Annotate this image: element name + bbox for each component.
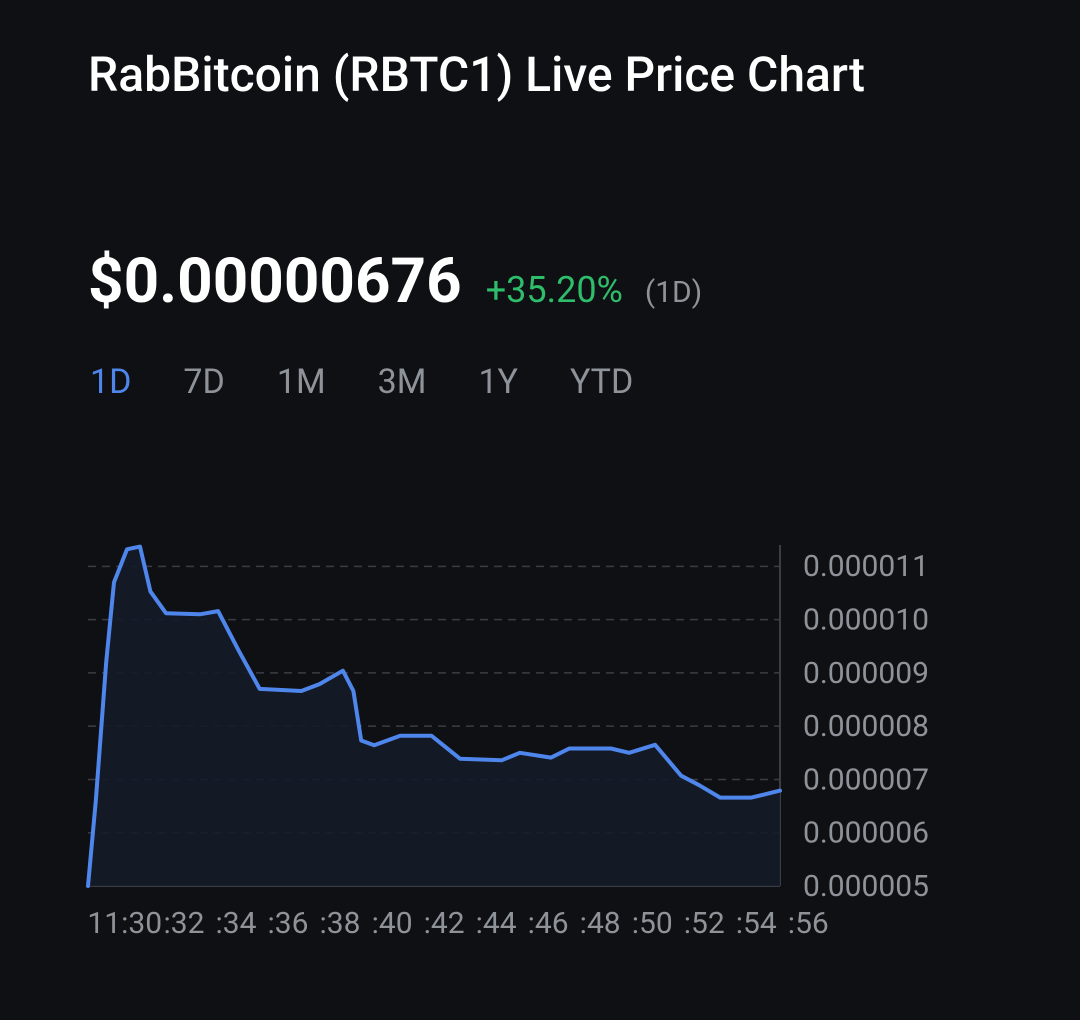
- area: [88, 546, 780, 886]
- x-tick-label: :34: [215, 906, 256, 941]
- x-tick-label: :42: [424, 906, 465, 941]
- x-tick-label: :56: [788, 906, 829, 941]
- range-tab[interactable]: 1Y: [478, 362, 518, 402]
- range-tab[interactable]: 3M: [377, 362, 427, 402]
- price-row: $0.00000676 +35.20% (1D): [88, 245, 702, 318]
- y-tick-label: 0.000008: [803, 709, 929, 744]
- price: $0.00000676: [88, 245, 462, 318]
- period: (1D): [644, 275, 703, 310]
- y-tick-label: 0.000007: [803, 762, 929, 797]
- x-tick-label: :48: [580, 906, 621, 941]
- y-tick-label: 0.000011: [803, 549, 929, 584]
- x-tick-label: :32: [163, 906, 204, 941]
- range-tab[interactable]: 7D: [183, 362, 225, 402]
- range-tab[interactable]: YTD: [569, 362, 634, 402]
- y-tick-label: 0.000010: [803, 603, 929, 638]
- x-tick-label: :46: [528, 906, 569, 941]
- x-tick-label: :38: [320, 906, 361, 941]
- range-tab[interactable]: 1M: [276, 362, 326, 402]
- change: +35.20%: [485, 269, 623, 311]
- range-tab[interactable]: 1D: [90, 362, 132, 402]
- tabs: 1D 7D 1M 3M 1Y YTD: [90, 362, 685, 402]
- y-tick-label: 0.000009: [803, 656, 929, 691]
- x-tick-label: :50: [632, 906, 673, 941]
- y-tick-label: 0.000005: [803, 869, 929, 904]
- x-tick-label: :44: [476, 906, 517, 941]
- x-tick-label: 11:30: [87, 906, 162, 941]
- x-tick-label: :52: [684, 906, 725, 941]
- x-tick-label: :40: [372, 906, 413, 941]
- title: RabBitcoin (RBTC1) Live Price Chart: [88, 46, 866, 103]
- price-line: [86, 544, 782, 888]
- x-tick-label: :36: [268, 906, 309, 941]
- y-tick-label: 0.000006: [803, 816, 929, 851]
- x-tick-label: :54: [736, 906, 777, 941]
